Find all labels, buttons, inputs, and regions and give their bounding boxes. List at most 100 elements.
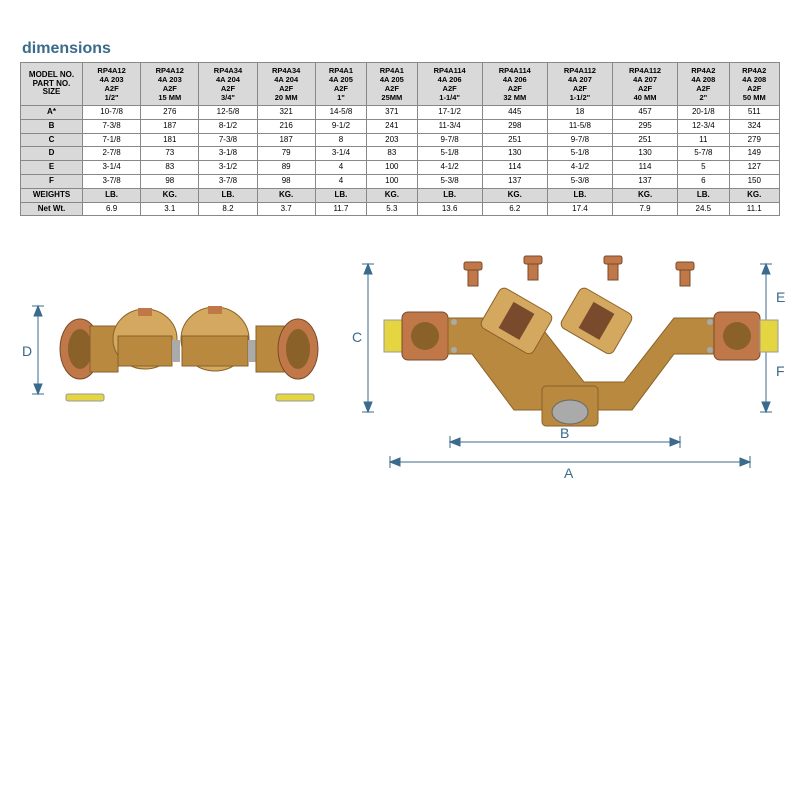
table-cell: 2-7/8 bbox=[83, 147, 141, 161]
col-header: RP4A1144A 206A2F32 MM bbox=[482, 63, 547, 106]
table-cell: 3-7/8 bbox=[199, 174, 257, 188]
weight-unit: KG. bbox=[141, 188, 199, 202]
table-cell: 187 bbox=[141, 119, 199, 133]
table-cell: 137 bbox=[482, 174, 547, 188]
table-cell: 371 bbox=[367, 106, 417, 120]
netwt-cell: 3.1 bbox=[141, 202, 199, 216]
col-header: RP4A24A 208A2F50 MM bbox=[729, 63, 780, 106]
table-cell: 130 bbox=[612, 147, 677, 161]
table-cell: 4 bbox=[315, 161, 366, 175]
table-cell: 89 bbox=[257, 161, 315, 175]
table-cell: 114 bbox=[612, 161, 677, 175]
table-cell: 114 bbox=[482, 161, 547, 175]
table-cell: 5-1/8 bbox=[547, 147, 612, 161]
netwt-cell: 5.3 bbox=[367, 202, 417, 216]
table-cell: 98 bbox=[141, 174, 199, 188]
table-cell: 20-1/8 bbox=[678, 106, 729, 120]
table-cell: 17-1/2 bbox=[417, 106, 482, 120]
table-cell: 241 bbox=[367, 119, 417, 133]
weight-unit: KG. bbox=[482, 188, 547, 202]
col-header: RP4A1124A 207A2F1-1/2" bbox=[547, 63, 612, 106]
table-cell: 137 bbox=[612, 174, 677, 188]
dim-label-f: F bbox=[776, 363, 785, 379]
table-cell: 5-1/8 bbox=[417, 147, 482, 161]
col-header: RP4A344A 204A2F20 MM bbox=[257, 63, 315, 106]
table-cell: 12-3/4 bbox=[678, 119, 729, 133]
table-cell: 457 bbox=[612, 106, 677, 120]
table-cell: 18 bbox=[547, 106, 612, 120]
table-cell: 79 bbox=[257, 147, 315, 161]
netwt-cell: 3.7 bbox=[257, 202, 315, 216]
table-cell: 7-3/8 bbox=[199, 133, 257, 147]
table-cell: 9-7/8 bbox=[417, 133, 482, 147]
table-cell: 203 bbox=[367, 133, 417, 147]
table-cell: 150 bbox=[729, 174, 780, 188]
table-cell: 324 bbox=[729, 119, 780, 133]
dim-label-a: A bbox=[564, 465, 574, 481]
netwt-cell: 6.2 bbox=[482, 202, 547, 216]
diagram-side-view: C E F B bbox=[350, 244, 790, 504]
table-cell: 9-7/8 bbox=[547, 133, 612, 147]
netwt-label: Net Wt. bbox=[21, 202, 83, 216]
header-rowhead: MODEL NO.PART NO.SIZE bbox=[21, 63, 83, 106]
table-cell: 6 bbox=[678, 174, 729, 188]
table-cell: 7-1/8 bbox=[83, 133, 141, 147]
col-header: RP4A1124A 207A2F40 MM bbox=[612, 63, 677, 106]
table-cell: 3-1/4 bbox=[83, 161, 141, 175]
table-cell: 8 bbox=[315, 133, 366, 147]
weight-unit: KG. bbox=[729, 188, 780, 202]
table-cell: 3-1/2 bbox=[199, 161, 257, 175]
row-label: E bbox=[21, 161, 83, 175]
table-cell: 216 bbox=[257, 119, 315, 133]
valve-side-view bbox=[384, 256, 778, 426]
table-cell: 251 bbox=[612, 133, 677, 147]
weight-unit: LB. bbox=[547, 188, 612, 202]
table-cell: 14-5/8 bbox=[315, 106, 366, 120]
weight-unit: LB. bbox=[678, 188, 729, 202]
table-cell: 127 bbox=[729, 161, 780, 175]
table-cell: 100 bbox=[367, 161, 417, 175]
table-cell: 83 bbox=[141, 161, 199, 175]
valve-end-view bbox=[60, 306, 318, 401]
col-header: RP4A344A 204A2F3/4" bbox=[199, 63, 257, 106]
table-cell: 83 bbox=[367, 147, 417, 161]
col-header: RP4A124A 203A2F1/2" bbox=[83, 63, 141, 106]
row-label: B bbox=[21, 119, 83, 133]
table-cell: 9-1/2 bbox=[315, 119, 366, 133]
table-cell: 187 bbox=[257, 133, 315, 147]
row-label: C bbox=[21, 133, 83, 147]
table-cell: 295 bbox=[612, 119, 677, 133]
table-cell: 73 bbox=[141, 147, 199, 161]
row-label: D bbox=[21, 147, 83, 161]
table-cell: 5-7/8 bbox=[678, 147, 729, 161]
table-cell: 5-3/8 bbox=[417, 174, 482, 188]
table-cell: 445 bbox=[482, 106, 547, 120]
table-cell: 11 bbox=[678, 133, 729, 147]
table-cell: 181 bbox=[141, 133, 199, 147]
table-cell: 11-3/4 bbox=[417, 119, 482, 133]
table-cell: 100 bbox=[367, 174, 417, 188]
table-cell: 276 bbox=[141, 106, 199, 120]
col-header: RP4A124A 203A2F15 MM bbox=[141, 63, 199, 106]
table-cell: 298 bbox=[482, 119, 547, 133]
col-header: RP4A14A 205A2F25MM bbox=[367, 63, 417, 106]
row-label: A* bbox=[21, 106, 83, 120]
table-cell: 279 bbox=[729, 133, 780, 147]
row-label: F bbox=[21, 174, 83, 188]
dim-label-c: C bbox=[352, 329, 362, 345]
weight-unit: KG. bbox=[367, 188, 417, 202]
table-cell: 321 bbox=[257, 106, 315, 120]
weight-unit: LB. bbox=[199, 188, 257, 202]
weights-label: WEIGHTS bbox=[21, 188, 83, 202]
section-title: dimensions bbox=[22, 40, 780, 58]
table-cell: 3-1/4 bbox=[315, 147, 366, 161]
table-cell: 11-5/8 bbox=[547, 119, 612, 133]
table-cell: 98 bbox=[257, 174, 315, 188]
col-header: RP4A24A 208A2F2" bbox=[678, 63, 729, 106]
dim-label-d: D bbox=[22, 343, 32, 359]
col-header: RP4A1144A 206A2F1-1/4" bbox=[417, 63, 482, 106]
netwt-cell: 17.4 bbox=[547, 202, 612, 216]
netwt-cell: 11.1 bbox=[729, 202, 780, 216]
netwt-cell: 6.9 bbox=[83, 202, 141, 216]
table-cell: 5 bbox=[678, 161, 729, 175]
